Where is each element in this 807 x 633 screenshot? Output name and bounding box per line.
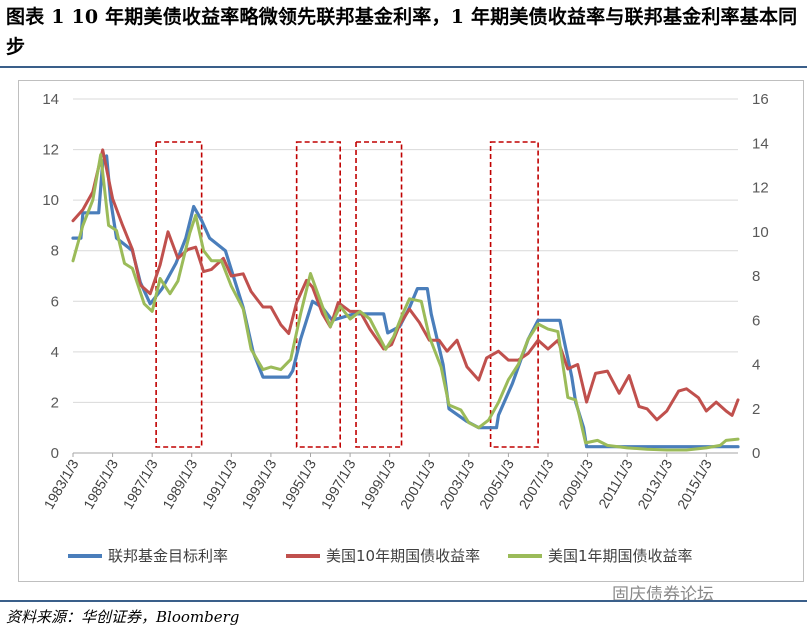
chart-title: 图表 1 10 年期美债收益率略微领先联邦基金利率，1 年期美债收益率与联邦基金… xyxy=(6,6,798,58)
left-tick-label: 2 xyxy=(51,394,59,411)
right-tick-label: 16 xyxy=(752,91,769,108)
x-tick-label: 2003/1/3 xyxy=(436,456,477,511)
x-tick-label: 1995/1/3 xyxy=(278,456,319,511)
left-tick-label: 10 xyxy=(42,192,59,209)
left-tick-label: 12 xyxy=(42,142,59,159)
x-tick-label: 2001/1/3 xyxy=(397,456,438,511)
x-tick-label: 2013/1/3 xyxy=(634,456,675,511)
highlight-box xyxy=(489,141,539,448)
right-tick-label: 0 xyxy=(752,445,760,462)
left-tick-label: 0 xyxy=(51,445,59,462)
right-tick-label: 10 xyxy=(752,224,769,241)
left-axis-ticks: 0 2 4 6 8 10 12 14 xyxy=(42,91,59,462)
x-tick-label: 2009/1/3 xyxy=(555,456,596,511)
chart-frame xyxy=(18,80,804,582)
right-tick-label: 12 xyxy=(752,180,769,197)
right-tick-label: 6 xyxy=(752,312,760,329)
right-tick-label: 4 xyxy=(752,357,760,374)
legend-label: 联邦基金目标利率 xyxy=(108,547,228,565)
right-tick-label: 2 xyxy=(752,401,760,418)
series-lines xyxy=(71,148,740,452)
source-note: 资料来源：华创证券，Bloomberg xyxy=(6,608,240,626)
series-line xyxy=(71,153,740,452)
line-chart: 0 2 4 6 8 10 12 14 0 2 4 6 8 10 12 14 16 1983/1/31985/1… xyxy=(40,91,769,565)
x-tick-label: 1991/1/3 xyxy=(199,456,240,511)
right-axis-ticks: 0 2 4 6 8 10 12 14 16 xyxy=(752,91,769,462)
x-tick-label: 2005/1/3 xyxy=(476,456,517,511)
x-tick-label: 1985/1/3 xyxy=(80,456,121,511)
legend-label: 美国1年期国债收益率 xyxy=(548,547,693,565)
x-tick-label: 1989/1/3 xyxy=(159,456,200,511)
x-axis-ticks: 1983/1/31985/1/31987/1/31989/1/31991/1/3… xyxy=(40,453,715,512)
right-tick-label: 8 xyxy=(752,268,760,285)
left-tick-label: 6 xyxy=(51,293,59,310)
legend: 联邦基金目标利率 美国10年期国债收益率 美国1年期国债收益率 xyxy=(68,547,693,565)
bottom-divider xyxy=(0,600,807,602)
x-tick-label: 1987/1/3 xyxy=(120,456,161,511)
top-divider xyxy=(0,66,807,68)
x-tick-label: 2011/1/3 xyxy=(595,456,636,510)
right-tick-label: 14 xyxy=(752,135,769,152)
highlight-box xyxy=(295,141,341,448)
x-tick-label: 1983/1/3 xyxy=(40,456,81,511)
gridlines xyxy=(73,98,738,454)
x-tick-label: 2015/1/3 xyxy=(674,456,715,511)
x-tick-label: 2007/1/3 xyxy=(515,456,556,511)
highlight-boxes xyxy=(155,141,539,448)
left-tick-label: 14 xyxy=(42,91,59,108)
left-tick-label: 8 xyxy=(51,243,59,260)
highlight-box xyxy=(155,141,203,448)
legend-label: 美国10年期国债收益率 xyxy=(326,547,480,565)
series-line xyxy=(71,148,740,422)
x-tick-label: 1993/1/3 xyxy=(238,456,279,511)
x-tick-label: 1999/1/3 xyxy=(357,456,398,511)
x-tick-label: 1997/1/3 xyxy=(318,456,359,511)
left-tick-label: 4 xyxy=(51,344,59,361)
highlight-box xyxy=(355,141,403,448)
